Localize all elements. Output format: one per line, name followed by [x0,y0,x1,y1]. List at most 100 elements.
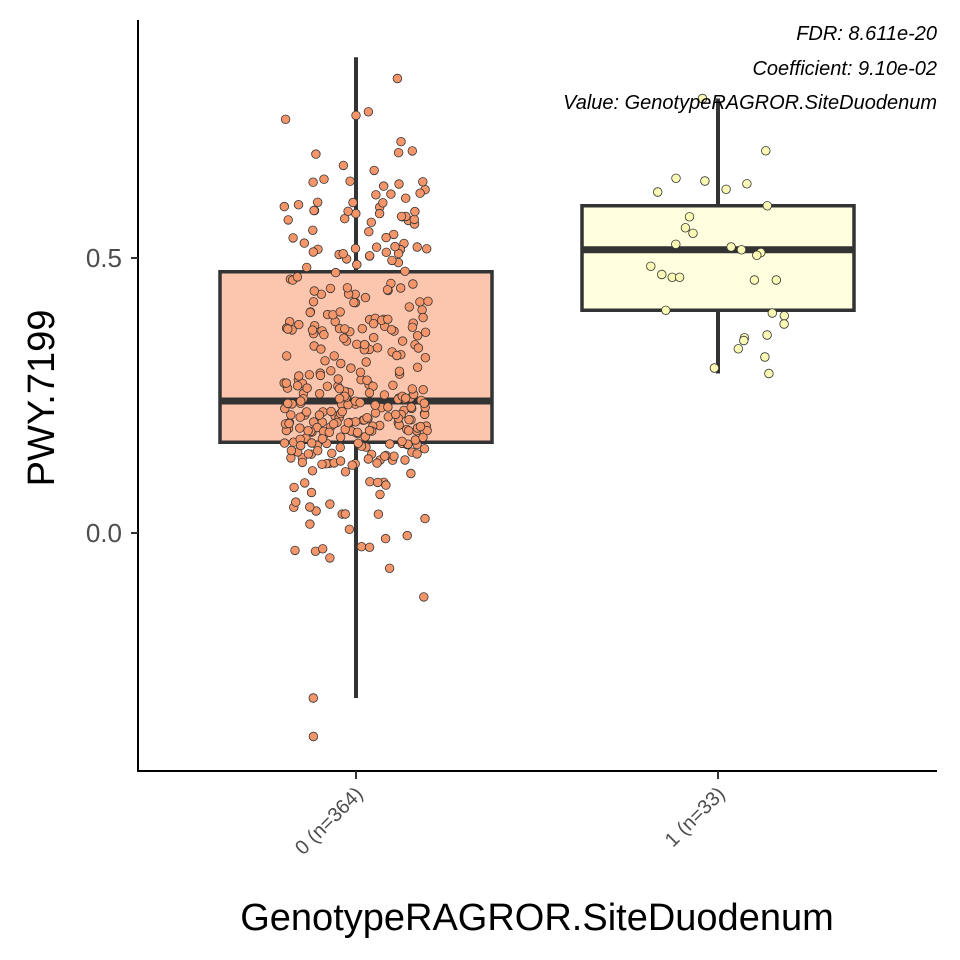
data-point [422,244,432,254]
data-point [415,297,425,307]
annotations: FDR: 8.611e-20 Coefficient: 9.10e-02 Val… [563,23,937,114]
data-point [418,177,428,187]
data-point [338,160,349,171]
data-point [286,410,296,420]
data-point [389,451,399,461]
data-point [372,343,383,353]
data-point [752,250,762,261]
data-point [404,302,415,312]
data-point [327,448,337,459]
data-point [388,380,398,391]
data-point [302,262,312,273]
x-tick-label: 1 (n=33) [661,783,730,852]
data-point [309,286,320,296]
data-point [338,248,348,259]
data-point [283,324,293,334]
data-point [420,513,430,524]
data-point [357,324,368,334]
data-point [308,247,319,257]
data-point [392,350,402,361]
data-point [680,223,691,233]
data-point [401,193,411,203]
data-point [364,425,375,436]
data-point [293,199,304,210]
data-point [392,73,403,84]
axes [137,20,937,772]
data-point [380,451,390,461]
data-point [402,530,412,541]
data-point [410,206,420,217]
data-point [419,592,429,602]
data-point [306,487,317,498]
data-point [319,330,329,340]
data-point [280,114,291,125]
data-point [381,480,391,490]
data-point [345,176,355,186]
data-point [363,454,374,464]
data-point [318,544,328,554]
data-point [387,255,397,266]
y-tick-label: 0.5 [86,243,122,273]
data-point [302,383,312,393]
data-point [314,410,325,420]
data-point [657,269,667,280]
data-point [352,259,362,270]
data-point [305,519,315,529]
points-group-0 [279,73,433,742]
data-point [363,107,374,117]
data-point [361,357,371,367]
data-point [301,407,312,417]
data-point [412,331,423,341]
points-group-1 [646,93,790,379]
data-point [404,415,414,425]
data-point [671,173,681,184]
data-point [316,344,326,354]
data-point [317,459,327,470]
data-point [409,214,420,225]
data-point [386,189,396,199]
data-point [340,509,351,519]
data-point [299,238,310,248]
data-point [771,275,782,285]
data-point [407,384,418,394]
data-point [726,242,736,252]
box-group-1 [580,93,856,379]
y-ticks: 0.0 0.5 [86,243,138,548]
data-point [374,208,385,219]
data-point [419,398,430,409]
data-point [315,370,326,381]
data-point [721,184,731,195]
data-point [342,283,353,293]
data-point [279,201,290,212]
data-point [325,283,336,294]
data-point [311,149,321,159]
data-point [356,542,367,552]
data-point [384,563,395,574]
x-axis-title: GenotypeRAGROR.SiteDuodenum [240,897,834,939]
data-point [400,266,410,277]
data-point [406,402,416,413]
data-point [288,233,298,243]
data-point [394,366,405,377]
data-point [352,427,363,438]
data-point [412,362,423,373]
data-point [317,434,328,444]
data-point [335,432,346,442]
data-point [292,381,303,391]
data-point [307,325,318,335]
data-point [674,272,685,283]
data-point [344,524,355,535]
data-point [761,146,771,156]
data-point [373,509,384,519]
data-point [671,239,681,250]
data-point [329,419,339,429]
data-point [295,412,305,422]
data-point [283,215,293,225]
data-point [347,460,357,470]
data-point [307,466,318,476]
data-point [309,205,319,216]
data-point [351,208,361,219]
data-point [739,335,749,346]
data-point [320,356,330,366]
data-point [325,553,335,563]
